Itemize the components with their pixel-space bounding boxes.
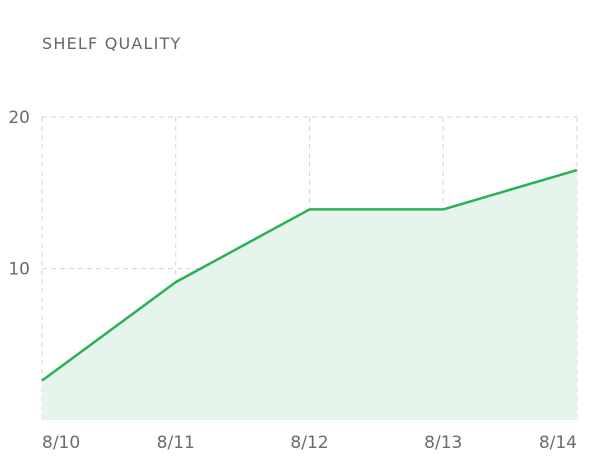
- y-tick-label: 10: [8, 260, 30, 280]
- x-tick-label: 8/14: [539, 433, 577, 453]
- y-axis-labels: 10 20: [8, 108, 30, 280]
- chart-title: SHELF QUALITY: [42, 34, 182, 53]
- x-tick-label: 8/10: [42, 433, 80, 453]
- series-line: [41, 168, 578, 382]
- x-axis-labels: 8/10 8/11 8/12 8/13 8/14: [42, 433, 577, 453]
- x-tick-label: 8/11: [157, 433, 195, 453]
- x-tick-label: 8/13: [424, 433, 462, 453]
- y-tick-label: 20: [8, 108, 30, 128]
- series-area: [42, 170, 577, 420]
- x-tick-label: 8/12: [290, 433, 328, 453]
